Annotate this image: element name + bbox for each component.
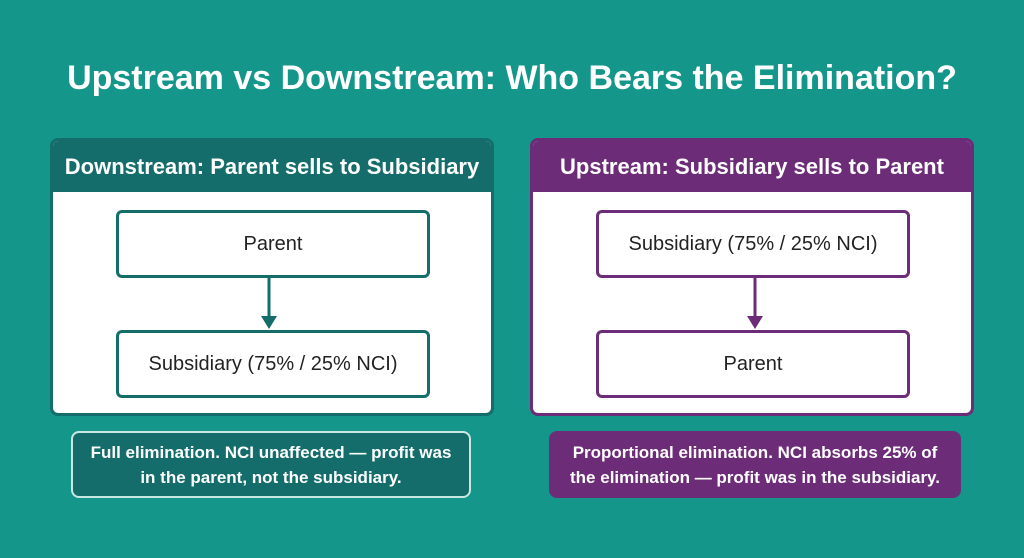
upstream-buyer-label: Parent [723,352,783,375]
downstream-panel-header: Downstream: Parent sells to Subsidiary [53,141,491,192]
downstream-panel: Downstream: Parent sells to Subsidiary P… [50,138,494,416]
upstream-buyer-node: Parent [596,330,910,398]
upstream-seller-node: Subsidiary (75% / 25% NCI) [596,210,910,278]
downstream-buyer-label: Subsidiary (75% / 25% NCI) [148,352,398,375]
upstream-note: Proportional elimination. NCI absorbs 25… [549,431,961,498]
downstream-flow-arrow [261,278,277,329]
downstream-seller-node: Parent [116,210,430,278]
upstream-seller-label: Subsidiary (75% / 25% NCI) [628,232,878,255]
diagram-title: Upstream vs Downstream: Who Bears the El… [67,59,957,97]
upstream-panel-header: Upstream: Subsidiary sells to Parent [533,141,971,192]
downstream-note: Full elimination. NCI unaffected — profi… [71,431,471,498]
downstream-buyer-node: Subsidiary (75% / 25% NCI) [116,330,430,398]
downstream-seller-label: Parent [243,232,303,255]
upstream-note-text: Proportional elimination. NCI absorbs 25… [570,442,940,487]
upstream-flow-arrow [747,278,763,329]
downstream-note-text: Full elimination. NCI unaffected — profi… [90,442,452,487]
upstream-panel: Upstream: Subsidiary sells to Parent Sub… [530,138,974,416]
